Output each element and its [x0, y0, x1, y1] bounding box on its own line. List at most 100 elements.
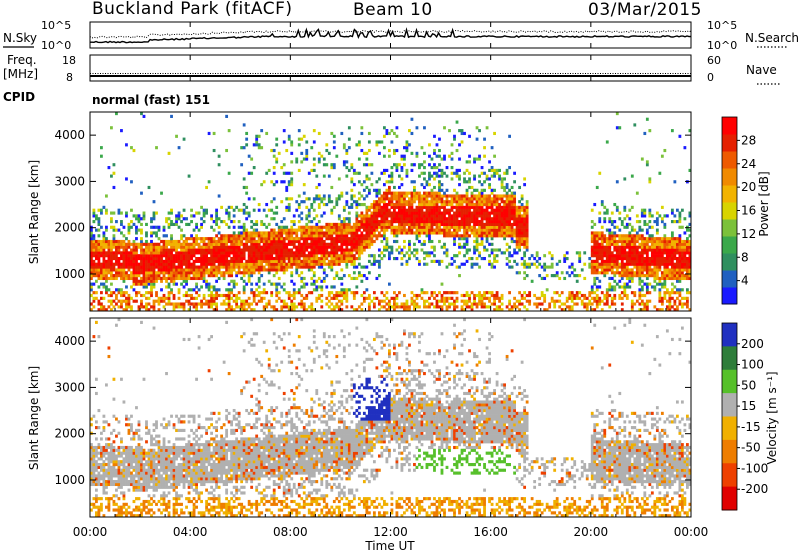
heatmap-cell	[493, 188, 496, 192]
heatmap-cell	[307, 251, 311, 255]
heatmap-cell	[633, 248, 637, 252]
heatmap-cell	[468, 154, 471, 158]
heatmap-cell	[312, 254, 316, 258]
heatmap-cell	[377, 234, 381, 238]
heatmap-cell	[613, 285, 617, 289]
heatmap-cell	[388, 202, 391, 207]
heatmap-cell	[180, 248, 183, 252]
heatmap-cell	[317, 220, 321, 224]
heatmap-cell	[132, 268, 136, 272]
heatmap-cell	[307, 256, 311, 261]
heatmap-cell	[257, 256, 261, 261]
heatmap-cell	[370, 231, 374, 235]
heatmap-cell	[458, 222, 461, 227]
heatmap-cell	[367, 237, 371, 241]
heatmap-cell	[357, 254, 361, 258]
heatmap-cell	[180, 259, 183, 263]
heatmap-cell	[495, 259, 499, 263]
heatmap-cell	[415, 151, 419, 155]
heatmap-cell	[460, 200, 464, 204]
heatmap-cell	[110, 256, 113, 261]
heatmap-cell	[120, 265, 123, 269]
heatmap-cell	[360, 194, 364, 198]
heatmap-cell	[195, 222, 198, 227]
heatmap-cell	[300, 279, 304, 283]
heatmap-cell	[210, 305, 213, 309]
heatmap-cell	[520, 225, 524, 229]
heatmap-cell	[583, 276, 587, 281]
heatmap-cell	[465, 160, 469, 164]
heatmap-cell	[297, 205, 301, 209]
heatmap-cell	[563, 302, 567, 306]
heatmap-cell	[480, 220, 484, 224]
heatmap-cell	[342, 239, 346, 244]
heatmap-cell	[125, 274, 128, 278]
heatmap-cell	[177, 265, 181, 269]
heatmap-cell	[162, 234, 166, 238]
heatmap-cell	[460, 222, 464, 227]
heatmap-cell	[623, 234, 627, 238]
heatmap-cell	[205, 302, 208, 306]
heatmap-cell	[195, 248, 198, 252]
heatmap-cell	[440, 293, 444, 298]
heatmap-cell	[167, 293, 171, 298]
heatmap-cell	[603, 265, 607, 269]
heatmap-cell	[513, 228, 516, 232]
heatmap-cell	[167, 225, 171, 229]
heatmap-cell	[130, 242, 133, 246]
heatmap-cell	[588, 299, 592, 303]
heatmap-cell	[322, 279, 326, 283]
heatmap-cell	[307, 242, 311, 246]
heatmap-cell	[360, 308, 364, 312]
heatmap-cell	[518, 239, 522, 244]
heatmap-cell	[145, 231, 148, 235]
heatmap-cell	[345, 202, 349, 207]
heatmap-cell	[292, 242, 296, 246]
heatmap-cell	[400, 302, 404, 306]
heatmap-cell	[520, 220, 524, 224]
heatmap-cell	[352, 222, 356, 227]
heatmap-cell	[635, 234, 639, 238]
heatmap-cell	[290, 180, 294, 184]
heatmap-cell	[600, 268, 604, 272]
heatmap-cell	[485, 214, 489, 218]
heatmap-cell	[252, 197, 256, 201]
heatmap-cell	[500, 208, 504, 212]
heatmap-cell	[520, 293, 524, 298]
heatmap-cell	[320, 245, 324, 249]
heatmap-cell	[615, 234, 619, 238]
heatmap-cell	[357, 274, 361, 278]
heatmap-cell	[550, 262, 554, 266]
heatmap-cell	[460, 308, 464, 312]
heatmap-cell	[398, 191, 401, 195]
heatmap-cell	[428, 183, 431, 187]
heatmap-cell	[195, 259, 198, 263]
heatmap-cell	[142, 248, 146, 252]
heatmap-cell	[262, 245, 266, 249]
heatmap-cell	[260, 222, 264, 227]
heatmap-cell	[140, 299, 143, 303]
heatmap-cell	[473, 188, 476, 192]
heatmap-cell	[395, 217, 399, 221]
heatmap-cell	[608, 251, 612, 255]
heatmap-cell	[105, 208, 108, 212]
heatmap-cell	[570, 262, 574, 266]
heatmap-cell	[250, 171, 254, 175]
heatmap-cell	[270, 180, 274, 184]
heatmap-cell	[498, 202, 501, 207]
heatmap-cell	[232, 308, 236, 312]
heatmap-cell	[230, 271, 234, 275]
heatmap-cell	[265, 291, 269, 295]
heatmap-cell	[117, 291, 121, 295]
heatmap-cell	[97, 228, 101, 232]
heatmap-cell	[270, 200, 274, 204]
heatmap-cell	[320, 279, 324, 283]
heatmap-cell	[490, 291, 494, 295]
heatmap-cell	[105, 211, 108, 215]
heatmap-cell	[645, 308, 649, 312]
heatmap-cell	[595, 251, 599, 255]
heatmap-cell	[330, 245, 334, 249]
heatmap-cell	[438, 262, 441, 266]
heatmap-cell	[505, 211, 509, 215]
heatmap-cell	[290, 151, 294, 155]
